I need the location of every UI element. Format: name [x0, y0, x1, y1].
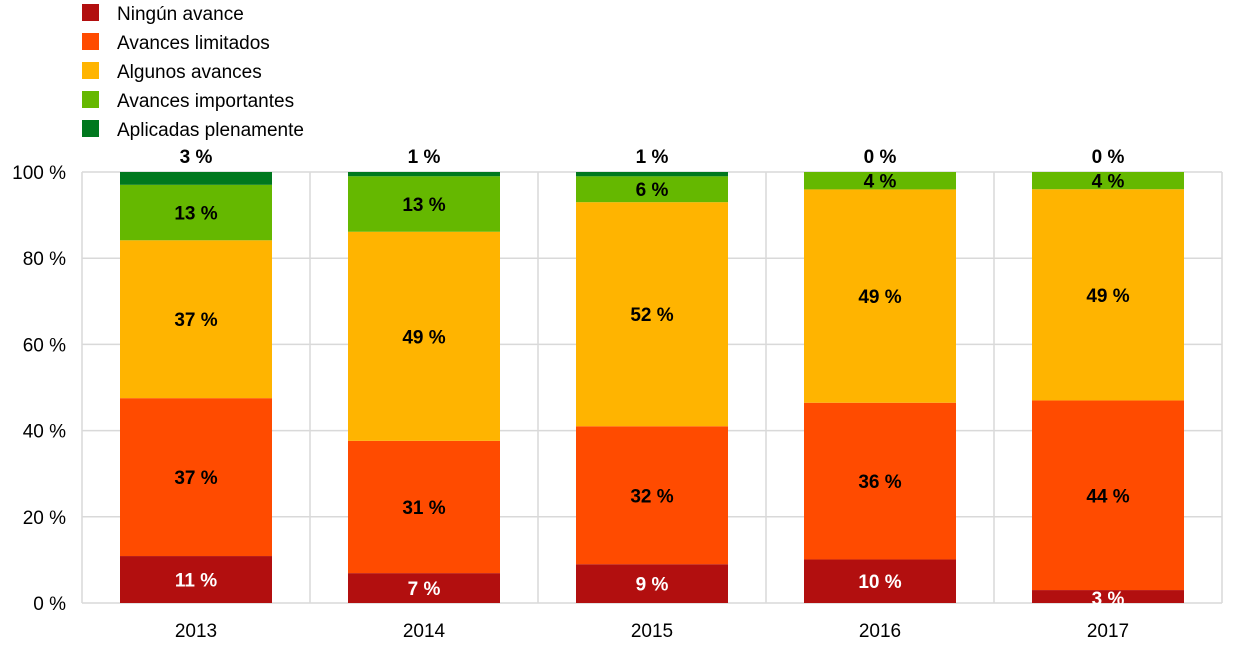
y-tick-label: 100 %	[12, 163, 66, 184]
bar-segment	[348, 573, 500, 603]
bar-segment	[804, 189, 956, 403]
bar-segment	[348, 440, 500, 574]
data-label: 44 %	[1086, 486, 1129, 507]
bar-segment	[348, 176, 500, 232]
data-label: 32 %	[630, 486, 673, 507]
y-tick-label: 20 %	[23, 508, 66, 529]
y-tick-label: 0 %	[33, 594, 66, 615]
legend-label: Avances limitados	[117, 33, 270, 54]
data-label: 36 %	[858, 472, 901, 493]
bar-segment	[1032, 400, 1184, 591]
data-label: 11 %	[175, 571, 217, 592]
y-tick-label: 80 %	[23, 249, 66, 270]
bar-segment	[120, 184, 272, 241]
bar-segment	[804, 559, 956, 603]
bar-segment	[120, 240, 272, 399]
bar-segment	[348, 231, 500, 441]
y-tick-label: 60 %	[23, 335, 66, 356]
bar-segment	[120, 172, 272, 185]
legend-swatch	[82, 4, 99, 21]
data-label: 49 %	[858, 287, 901, 308]
legend-swatch	[82, 120, 99, 137]
data-label: 52 %	[630, 305, 673, 326]
data-label: 7 %	[408, 579, 441, 600]
legend-label: Algunos avances	[117, 62, 262, 83]
legend-label: Aplicadas plenamente	[117, 120, 304, 141]
data-label: 0 %	[864, 147, 897, 168]
x-tick-label: 2015	[631, 621, 673, 642]
bar-segment	[120, 398, 272, 557]
data-label: 0 %	[1092, 147, 1125, 168]
bar-segment	[804, 172, 956, 190]
legend-swatch	[82, 33, 99, 50]
data-label: 1 %	[408, 147, 441, 168]
data-label: 10 %	[858, 572, 901, 593]
data-label: 37 %	[174, 468, 217, 489]
data-label: 49 %	[1086, 286, 1129, 307]
legend-label: Ningún avance	[117, 4, 244, 25]
data-label: 9 %	[636, 575, 669, 596]
bar-segment	[348, 172, 500, 177]
bar-segment	[576, 202, 728, 427]
data-label: 37 %	[174, 310, 217, 331]
bar-segment	[804, 402, 956, 560]
data-label: 49 %	[402, 327, 445, 348]
bar-segment	[576, 426, 728, 565]
y-tick-label: 40 %	[23, 422, 66, 443]
x-tick-label: 2016	[859, 621, 901, 642]
data-label: 3 %	[180, 147, 213, 168]
bar-segment	[576, 172, 728, 177]
bar-segment	[576, 564, 728, 603]
legend-label: Avances importantes	[117, 91, 294, 112]
data-label: 6 %	[636, 180, 669, 201]
legend-swatch	[82, 91, 99, 108]
data-label: 4 %	[1092, 172, 1125, 193]
x-tick-label: 2017	[1087, 621, 1129, 642]
data-label: 3 %	[1092, 589, 1125, 610]
bar-segment	[120, 556, 272, 603]
data-label: 31 %	[402, 498, 445, 519]
legend-swatch	[82, 62, 99, 79]
data-label: 13 %	[402, 195, 445, 216]
bar-segment	[1032, 590, 1184, 603]
x-tick-label: 2013	[175, 621, 217, 642]
bar-segment	[1032, 172, 1184, 190]
data-label: 1 %	[636, 147, 669, 168]
data-label: 4 %	[864, 172, 897, 193]
bar-segment	[576, 176, 728, 203]
bar-segment	[1032, 189, 1184, 401]
x-tick-label: 2014	[403, 621, 446, 642]
data-label: 13 %	[174, 204, 217, 225]
